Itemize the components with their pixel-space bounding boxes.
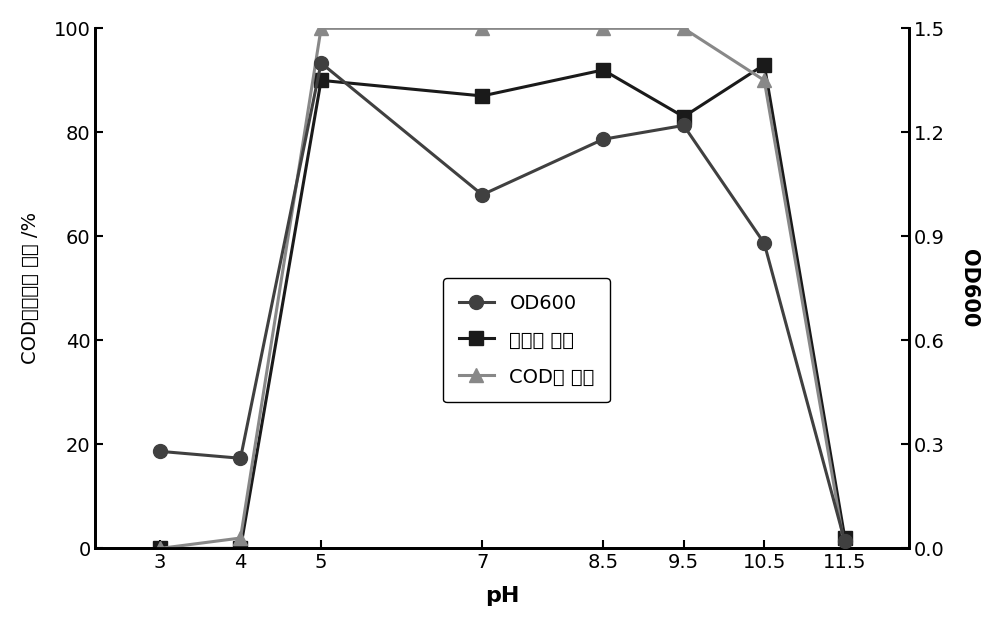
COD去 除率 [315,24,327,32]
Line: OD600: OD600 [153,56,852,549]
Y-axis label: OD600: OD600 [959,249,979,327]
OD600 [234,455,246,462]
OD600 [315,59,327,66]
COD去 除率 [678,24,690,32]
COD去 除率 [234,534,246,542]
OD600 [758,240,770,247]
COD去 除率 [597,24,609,32]
氨氮去 除率 [678,113,690,120]
OD600 [476,191,488,199]
COD去 除率 [476,24,488,32]
COD去 除率 [758,76,770,84]
COD去 除率 [839,545,851,552]
OD600 [678,122,690,129]
OD600 [597,135,609,143]
OD600 [839,538,851,545]
氨氮去 除率 [839,534,851,542]
氨氮去 除率 [234,545,246,552]
氨氮去 除率 [597,66,609,74]
OD600 [154,448,166,455]
氨氮去 除率 [476,92,488,100]
COD去 除率 [154,545,166,552]
Line: 氨氮去 除率: 氨氮去 除率 [153,58,852,556]
氨氮去 除率 [315,76,327,84]
Legend: OD600, 氨氮去 除率, COD去 除率: OD600, 氨氮去 除率, COD去 除率 [443,278,610,403]
X-axis label: pH: pH [485,586,520,606]
氨氮去 除率 [154,545,166,552]
Y-axis label: COD，氨氮去 除率 /%: COD，氨氮去 除率 /% [21,213,40,364]
Line: COD去 除率: COD去 除率 [153,21,852,556]
氨氮去 除率 [758,61,770,68]
